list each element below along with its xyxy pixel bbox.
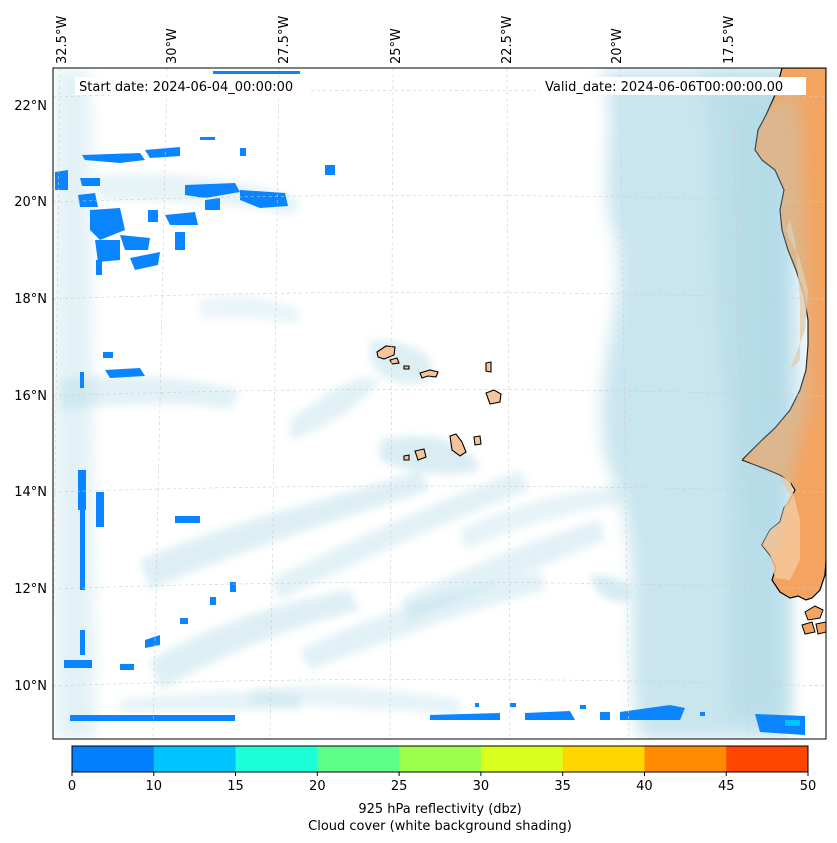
colorbar-tick-label: 50 bbox=[800, 779, 817, 794]
start-date-text: Start date: 2024-06-04_00:00:00 bbox=[79, 80, 293, 95]
lat-label-10n: 10°N bbox=[14, 679, 47, 694]
brava-island bbox=[403, 454, 410, 461]
boa-vista-island bbox=[485, 389, 502, 405]
colorbar-tick-label: 25 bbox=[391, 779, 408, 794]
reflectivity-cell-10-15 bbox=[785, 720, 800, 726]
colorbar-label-line2: Cloud cover (white background shading) bbox=[308, 819, 572, 834]
colorbar-label-line1: 925 hPa reflectivity (dbz) bbox=[358, 802, 521, 817]
lat-label-16n: 16°N bbox=[14, 389, 47, 404]
colorbar-tick-label: 40 bbox=[636, 779, 653, 794]
lat-label-20n: 20°N bbox=[14, 195, 47, 210]
colorbar-tick-label: 0 bbox=[68, 779, 76, 794]
plot-frame bbox=[52, 67, 827, 740]
latitude-labels: 22°N 20°N 18°N 16°N 14°N 12°N 10°N bbox=[14, 99, 47, 694]
valid-date-text: Valid_date: 2024-06-06T00:00:00.00 bbox=[545, 80, 783, 95]
colorbar-cell bbox=[317, 746, 400, 772]
lat-label-14n: 14°N bbox=[14, 485, 47, 500]
cape-verde-islands bbox=[376, 345, 502, 461]
colorbar-frame bbox=[71, 745, 809, 773]
fogo-island bbox=[414, 448, 427, 461]
colorbar-tick-label: 35 bbox=[554, 779, 571, 794]
sao-nicolau-island bbox=[419, 369, 439, 379]
colorbar-tick-label: 10 bbox=[146, 779, 163, 794]
colorbar-tick-label: 45 bbox=[718, 779, 735, 794]
colorbar-cell bbox=[72, 746, 155, 772]
reflectivity-layer bbox=[55, 71, 805, 735]
colorbar-cell bbox=[153, 746, 237, 772]
colorbar-ticks: 0 10 15 20 25 30 35 40 45 50 bbox=[68, 772, 816, 794]
start-date-box bbox=[75, 77, 310, 95]
longitude-labels: 32.5°W 30°W 27.5°W 25°W 22.5°W 20°W 17.5… bbox=[55, 16, 737, 64]
santiago-island bbox=[449, 433, 467, 457]
lat-label-18n: 18°N bbox=[14, 292, 47, 307]
sao-vicente-island bbox=[389, 357, 400, 365]
colorbar-cell bbox=[480, 746, 564, 772]
valid-date-box bbox=[540, 77, 806, 95]
colorbar-cell bbox=[399, 746, 482, 772]
lon-label-20w: 20°W bbox=[610, 28, 625, 64]
sal-island bbox=[485, 361, 492, 373]
colorbar-cells bbox=[72, 746, 809, 772]
colorbar-tick-label: 20 bbox=[309, 779, 326, 794]
colorbar: 0 10 15 20 25 30 35 40 45 50 925 hPa reflectivity… bbox=[68, 745, 816, 834]
colorbar-cell bbox=[726, 746, 809, 772]
colorbar-cell bbox=[644, 746, 727, 772]
santa-luzia-island bbox=[403, 365, 410, 370]
colorbar-tick-label: 15 bbox=[227, 779, 244, 794]
santo-antao-island bbox=[376, 345, 396, 360]
lon-label-22-5w: 22.5°W bbox=[500, 16, 515, 64]
lat-label-12n: 12°N bbox=[14, 582, 47, 597]
lon-label-25w: 25°W bbox=[389, 28, 404, 64]
lat-label-22n: 22°N bbox=[14, 99, 47, 114]
maio-island bbox=[473, 435, 482, 446]
colorbar-cell bbox=[562, 746, 645, 772]
colorbar-cell bbox=[235, 746, 318, 772]
lon-label-32-5w: 32.5°W bbox=[55, 16, 70, 64]
lon-label-27-5w: 27.5°W bbox=[277, 16, 292, 64]
colorbar-tick-label: 30 bbox=[473, 779, 490, 794]
bijagos-islands bbox=[801, 605, 826, 635]
lon-label-30w: 30°W bbox=[165, 28, 180, 64]
lon-label-17-5w: 17.5°W bbox=[722, 16, 737, 64]
map-layers bbox=[55, 68, 826, 739]
